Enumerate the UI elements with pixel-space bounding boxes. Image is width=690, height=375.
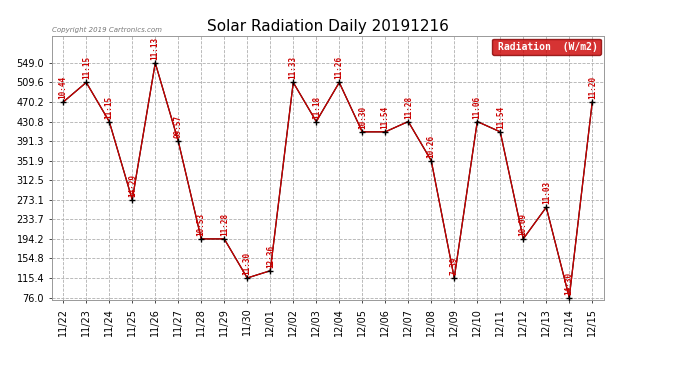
Text: 09:57: 09:57 [174,115,183,138]
Text: 11:26: 11:26 [335,56,344,80]
Text: 11:33: 11:33 [288,56,298,80]
Text: 11:30: 11:30 [243,252,252,275]
Text: 11:15: 11:15 [105,95,114,118]
Text: 11:18: 11:18 [312,95,321,118]
Text: 7:39: 7:39 [450,256,459,275]
Text: 14:30: 14:30 [564,272,574,294]
Text: 11:54: 11:54 [495,106,505,129]
Text: 10:53: 10:53 [197,213,206,236]
Text: 10:30: 10:30 [357,106,367,129]
Title: Solar Radiation Daily 20191216: Solar Radiation Daily 20191216 [207,20,448,34]
Legend: Radiation  (W/m2): Radiation (W/m2) [492,39,601,56]
Text: 10:09: 10:09 [519,213,528,236]
Text: Copyright 2019 Cartronics.com: Copyright 2019 Cartronics.com [52,27,162,33]
Text: 10:26: 10:26 [426,135,436,158]
Text: 11:28: 11:28 [219,213,229,236]
Text: 11:15: 11:15 [81,56,91,80]
Text: 11:03: 11:03 [542,181,551,204]
Text: 11:54: 11:54 [381,106,390,129]
Text: 14:29: 14:29 [128,174,137,197]
Text: 10:44: 10:44 [59,76,68,99]
Text: 11:28: 11:28 [404,95,413,118]
Text: 12:36: 12:36 [266,244,275,268]
Text: 11:06: 11:06 [473,95,482,118]
Text: 11:20: 11:20 [588,76,597,99]
Text: 11:13: 11:13 [150,37,160,60]
